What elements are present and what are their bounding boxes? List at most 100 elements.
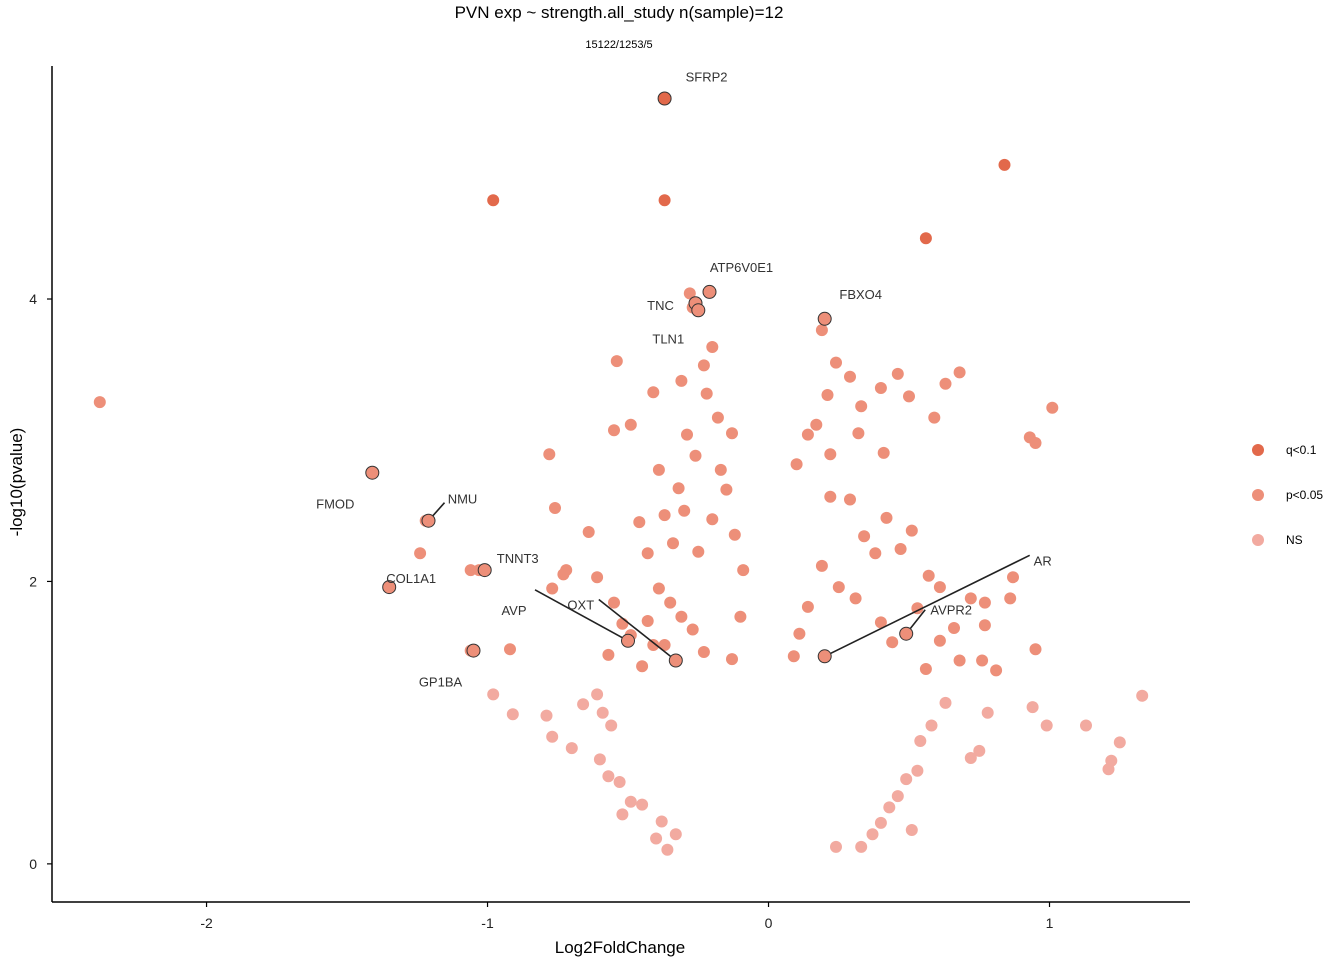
point-ns-32	[900, 773, 913, 786]
point-ns-0	[487, 688, 500, 701]
point-p-0-05-3	[414, 547, 427, 560]
point-ns-26	[973, 744, 986, 757]
gene-label-atp6v0e1: ATP6V0E1	[710, 260, 773, 275]
gene-label-tnnt3: TNNT3	[497, 551, 539, 566]
point-ns-30	[914, 735, 927, 747]
point-p-0-05-95	[886, 636, 899, 649]
labeled-points	[365, 91, 914, 668]
point-p-0-05-26	[624, 418, 637, 431]
point-p-0-05-9	[543, 448, 556, 461]
point-ns-19	[1080, 719, 1092, 732]
point-ns-29	[925, 719, 938, 732]
x-tick-label: -2	[200, 915, 213, 931]
point-p-0-05-92	[990, 664, 1003, 677]
point-p-0-05-71	[877, 446, 890, 459]
point-ns-40	[830, 840, 842, 853]
point-p-0-05-41	[678, 504, 691, 517]
x-axis-ticks: -2 -1 0 1	[200, 902, 1054, 931]
label-line-oxt	[598, 598, 677, 662]
point-ns-36	[866, 828, 879, 841]
point-p-0-05-84	[948, 622, 960, 634]
y-axis-title: -log10(pvalue)	[7, 428, 26, 537]
point-ns-8	[605, 719, 618, 732]
point-p-0-05-53	[815, 324, 828, 337]
point-p-0-05-48	[675, 610, 688, 623]
point-p-0-05-10	[546, 582, 559, 595]
point-p-0-05-74	[844, 493, 856, 506]
point-ns-23	[1040, 719, 1053, 732]
point-p-0-05-87	[1007, 571, 1019, 584]
label-line-ar	[824, 554, 1031, 658]
point-ns-39	[669, 828, 682, 841]
y-tick-label: 0	[29, 856, 37, 872]
point-p-0-05-62	[939, 377, 952, 390]
point-p-0-05-14	[582, 526, 595, 538]
plot-points	[93, 92, 1149, 856]
point-ns-15	[655, 815, 668, 828]
point-ns-4	[565, 742, 578, 755]
gene-labels: SFRP2 ATP6V0E1 TNC TLN1 FBXO4 FMOD NMU TNNT3 COL…	[316, 70, 1052, 690]
point-p-0-05-88	[1004, 592, 1017, 605]
point-p-0-05-44	[692, 545, 705, 558]
point-p-0-05-85	[933, 634, 946, 647]
point-p-0-05-49	[686, 623, 699, 636]
point-ns-16	[650, 832, 663, 845]
labeled-point-avpr2	[899, 626, 914, 641]
point-ns-34	[883, 801, 896, 814]
point-p-0-05-23	[633, 516, 646, 529]
point-p-0-05-36	[714, 463, 727, 476]
gene-label-fmod: FMOD	[316, 497, 354, 512]
gene-label-avp: AVP	[501, 603, 526, 618]
gene-label-col1a1: COL1A1	[386, 571, 436, 586]
point-p-0-05-15	[591, 571, 604, 584]
point-p-0-05-34	[700, 387, 713, 400]
point-p-0-05-18	[602, 648, 615, 661]
point-p-0-05-22	[641, 547, 654, 560]
point-p-0-05-8	[504, 643, 516, 656]
point-p-0-05-51	[641, 615, 654, 627]
point-p-0-05-106	[728, 528, 741, 541]
point-ns-33	[891, 790, 904, 803]
point-ns-14	[636, 798, 649, 811]
point-q-0-1-1	[487, 194, 500, 207]
point-ns-7	[596, 706, 609, 719]
point-p-0-05-78	[905, 524, 918, 537]
labeled-point-gp1ba	[466, 643, 481, 658]
point-p-0-05-40	[689, 449, 702, 462]
point-p-0-05-75	[858, 530, 871, 543]
point-q-0-1-4	[919, 232, 932, 245]
point-ns-12	[624, 795, 637, 808]
gene-label-gp1ba: GP1BA	[419, 675, 463, 690]
legend-key-ns	[1252, 534, 1264, 546]
gene-label-fbxo4: FBXO4	[839, 287, 882, 302]
point-p-0-05-61	[928, 411, 941, 424]
point-ns-5	[577, 698, 590, 711]
point-ns-38	[905, 824, 918, 836]
labeled-point-tln1	[691, 303, 706, 318]
point-p-0-05-93	[953, 654, 966, 667]
point-p-0-05-13	[560, 564, 573, 577]
point-ns-35	[874, 816, 887, 829]
chart-subtitle: 15122/1253/5	[585, 39, 652, 51]
point-p-0-05-79	[894, 543, 907, 555]
legend-label-q-0-1: q<0.1	[1286, 443, 1317, 457]
point-p-0-05-73	[824, 490, 837, 503]
y-tick-label: 4	[29, 291, 37, 307]
point-p-0-05-45	[706, 513, 719, 526]
point-p-0-05-96	[874, 616, 887, 629]
point-p-0-05-42	[658, 509, 671, 522]
point-p-0-05-67	[810, 418, 823, 431]
point-p-0-05-76	[869, 547, 882, 560]
point-p-0-05-77	[880, 511, 893, 524]
gene-label-avpr2: AVPR2	[930, 603, 972, 618]
point-p-0-05-25	[610, 355, 623, 368]
point-p-0-05-80	[922, 569, 935, 582]
labeled-point-col1a1	[382, 580, 397, 595]
gene-label-ar: AR	[1034, 553, 1052, 568]
point-ns-2	[540, 709, 553, 722]
labeled-point-tnnt3	[477, 563, 492, 578]
point-ns-22	[1102, 763, 1115, 776]
point-p-0-05-38	[681, 428, 693, 441]
point-p-0-05-72	[790, 458, 803, 471]
